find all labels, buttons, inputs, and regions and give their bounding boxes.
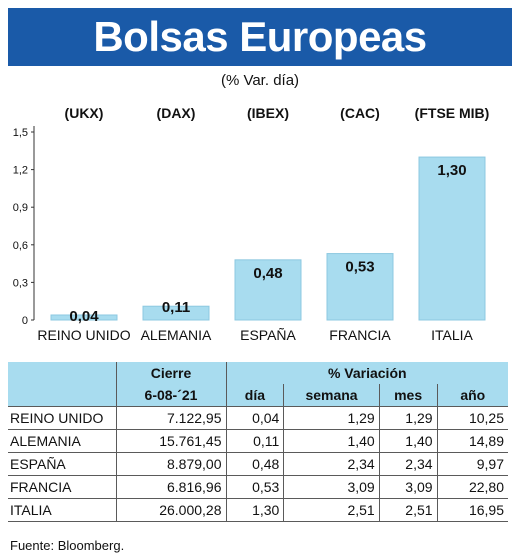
row-day: 0,53 xyxy=(225,474,284,498)
y-tick-label: 0,3 xyxy=(13,277,28,289)
row-name: ITALIA xyxy=(8,497,116,522)
ticker-label: (IBEX) xyxy=(247,105,289,121)
row-month: 2,51 xyxy=(378,497,438,522)
header-variation: % Variación xyxy=(225,362,508,384)
header-blank-2 xyxy=(8,384,116,406)
value-label: 0,48 xyxy=(253,265,282,282)
chart-subtitle: (% Var. día) xyxy=(220,72,300,89)
header-date: 6-08-´21 xyxy=(115,384,226,406)
ticker-label: (FTSE MIB) xyxy=(415,105,490,121)
category-label: ESPAÑA xyxy=(240,327,296,343)
row-week: 2,34 xyxy=(283,451,380,475)
quotes-table: Cierre % Variación 6-08-´21 día semana m… xyxy=(8,362,508,522)
row-week: 1,40 xyxy=(283,428,380,452)
value-label: 0,53 xyxy=(345,259,374,276)
table-header-top: Cierre % Variación xyxy=(8,362,508,384)
row-year: 10,25 xyxy=(436,405,508,429)
ticker-label: (CAC) xyxy=(340,105,380,121)
row-close: 15.761,45 xyxy=(115,428,226,452)
row-week: 1,29 xyxy=(283,405,380,429)
table-row: ITALIA 26.000,28 1,30 2,51 2,51 16,95 xyxy=(8,497,508,522)
row-month: 2,34 xyxy=(378,451,438,475)
category-label: ITALIA xyxy=(431,327,473,343)
row-year: 14,89 xyxy=(436,428,508,452)
value-label: 1,30 xyxy=(437,162,466,179)
header-year: año xyxy=(436,384,508,406)
table-row: REINO UNIDO 7.122,95 0,04 1,29 1,29 10,2… xyxy=(8,405,508,429)
table-row: ESPAÑA 8.879,00 0,48 2,34 2,34 9,97 xyxy=(8,451,508,475)
row-day: 0,48 xyxy=(225,451,284,475)
y-tick-label: 0 xyxy=(22,315,28,327)
bar xyxy=(50,314,118,321)
row-month: 3,09 xyxy=(378,474,438,498)
row-close: 7.122,95 xyxy=(115,405,226,429)
row-day: 0,11 xyxy=(225,428,284,452)
row-year: 22,80 xyxy=(436,474,508,498)
chart-title: Bolsas Europeas xyxy=(93,13,427,60)
ticker-label: (UKX) xyxy=(65,105,104,121)
row-day: 1,30 xyxy=(225,497,284,522)
row-year: 16,95 xyxy=(436,497,508,522)
row-month: 1,40 xyxy=(378,428,438,452)
header-blank xyxy=(8,362,116,384)
row-day: 0,04 xyxy=(225,405,284,429)
title-banner: Bolsas Europeas xyxy=(8,8,512,66)
row-week: 3,09 xyxy=(283,474,380,498)
row-year: 9,97 xyxy=(436,451,508,475)
table-row: ALEMANIA 15.761,45 0,11 1,40 1,40 14,89 xyxy=(8,428,508,452)
row-name: REINO UNIDO xyxy=(8,405,116,429)
y-tick-label: 0,6 xyxy=(13,240,28,252)
value-label: 0,11 xyxy=(162,299,190,316)
y-tick-label: 0,9 xyxy=(13,202,28,214)
row-month: 1,29 xyxy=(378,405,438,429)
row-name: ALEMANIA xyxy=(8,428,116,452)
row-week: 2,51 xyxy=(283,497,380,522)
value-label: 0,04 xyxy=(69,308,99,325)
category-label: REINO UNIDO xyxy=(37,327,130,343)
table-row: FRANCIA 6.816,96 0,53 3,09 3,09 22,80 xyxy=(8,474,508,498)
header-month: mes xyxy=(378,384,438,406)
row-close: 8.879,00 xyxy=(115,451,226,475)
row-name: FRANCIA xyxy=(8,474,116,498)
category-label: FRANCIA xyxy=(329,327,391,343)
source-note: Fuente: Bloomberg. xyxy=(10,538,125,553)
row-name: ESPAÑA xyxy=(8,451,116,475)
row-close: 6.816,96 xyxy=(115,474,226,498)
header-day: día xyxy=(225,384,284,406)
y-tick-label: 1,2 xyxy=(13,165,28,177)
bar xyxy=(234,259,302,321)
header-close: Cierre xyxy=(115,362,226,384)
table-header-bottom: 6-08-´21 día semana mes año xyxy=(8,384,508,406)
category-label: ALEMANIA xyxy=(141,327,212,343)
bar xyxy=(326,253,394,321)
row-close: 26.000,28 xyxy=(115,497,226,522)
bar xyxy=(418,156,486,321)
y-tick-label: 1,5 xyxy=(13,127,28,139)
ticker-label: (DAX) xyxy=(157,105,196,121)
bar-chart: 0 0,3 0,6 0,9 1,2 1,5 (UKX) 0,04 REINO UNIDO (DAX… xyxy=(13,105,490,343)
header-week: semana xyxy=(283,384,380,406)
bar xyxy=(142,305,210,321)
